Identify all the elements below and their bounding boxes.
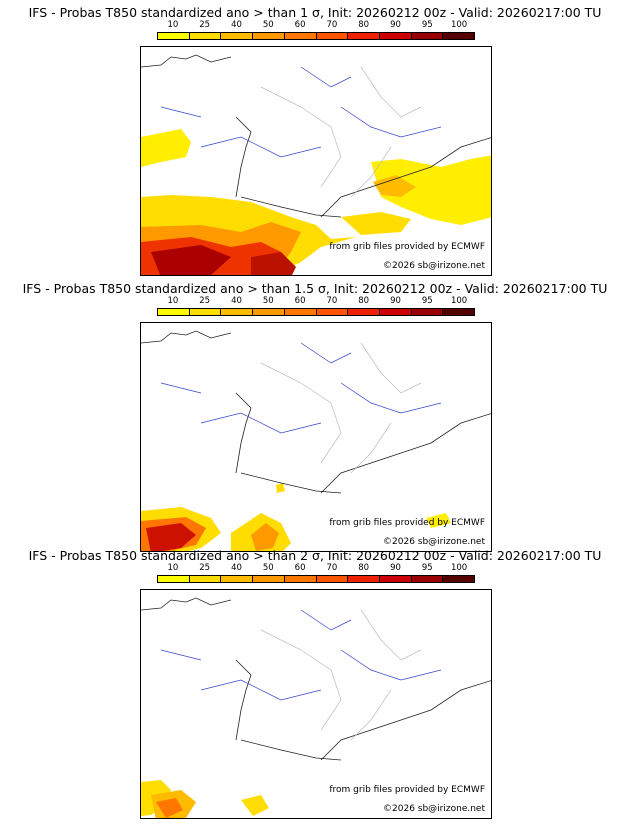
credit-copyright: ©2026 sb@irizone.net — [383, 804, 485, 814]
colorbar-tick-60: 60 — [294, 563, 306, 573]
colorbar-segment-60 — [284, 309, 317, 315]
colorbar-segment-70 — [316, 309, 349, 315]
colorbar-tick-90: 90 — [390, 296, 401, 306]
colorbar-segment-50 — [253, 309, 285, 315]
colorbar-segment-70 — [316, 576, 349, 582]
colorbar-ticks: 10 25 40 50 60 70 80 90 95 100 — [157, 296, 475, 306]
colorbar-tick-70: 70 — [326, 296, 338, 306]
colorbar-segment-50 — [253, 33, 285, 39]
colorbar-segment-100 — [443, 576, 475, 582]
map-graphic — [141, 330, 491, 551]
panel-title: IFS - Probas T850 standardized ano > tha… — [28, 5, 602, 20]
colorbar-segment-25 — [189, 309, 222, 315]
colorbar-tick-25: 25 — [199, 20, 211, 30]
colorbar-segment-60 — [284, 33, 317, 39]
colorbar-ticks: 10 25 40 50 60 70 80 90 95 100 — [157, 563, 475, 573]
colorbar — [157, 32, 475, 40]
colorbar-segment-90 — [379, 309, 412, 315]
colorbar-segment-25 — [189, 33, 222, 39]
colorbar-segment-40 — [221, 33, 254, 39]
colorbar-tick-60: 60 — [294, 20, 306, 30]
credit-source: from grib files provided by ECMWF — [329, 242, 485, 252]
colorbar-tick-95: 95 — [421, 296, 433, 306]
colorbar-tick-25: 25 — [199, 296, 211, 306]
colorbar-tick-70: 70 — [326, 20, 338, 30]
colorbar — [157, 308, 475, 316]
colorbar-tick-95: 95 — [421, 563, 433, 573]
colorbar-tick-80: 80 — [358, 563, 370, 573]
colorbar-segment-40 — [221, 309, 254, 315]
colorbar-tick-50: 50 — [262, 20, 274, 30]
colorbar-tick-10: 10 — [167, 20, 179, 30]
colorbar-segment-90 — [379, 576, 412, 582]
colorbar-tick-50: 50 — [262, 296, 274, 306]
colorbar-tick-40: 40 — [231, 563, 242, 573]
colorbar-segment-95 — [411, 576, 444, 582]
probability-map: from grib files provided by ECMWF ©2026 … — [140, 589, 492, 819]
credit-copyright: ©2026 sb@irizone.net — [383, 537, 485, 547]
colorbar-ticks: 10 25 40 50 60 70 80 90 95 100 — [157, 20, 475, 30]
credit-copyright: ©2026 sb@irizone.net — [383, 261, 485, 271]
probability-map: from grib files provided by ECMWF ©2026 … — [140, 46, 492, 276]
colorbar-segment-10 — [158, 33, 190, 39]
colorbar-tick-90: 90 — [390, 20, 401, 30]
colorbar-segment-60 — [284, 576, 317, 582]
colorbar-segment-95 — [411, 309, 444, 315]
colorbar-tick-50: 50 — [262, 563, 274, 573]
credit-source: from grib files provided by ECMWF — [329, 785, 485, 795]
probability-map: from grib files provided by ECMWF ©2026 … — [140, 322, 492, 552]
panel-title: IFS - Probas T850 standardized ano > tha… — [22, 281, 608, 296]
colorbar-tick-40: 40 — [231, 20, 242, 30]
colorbar-tick-95: 95 — [421, 20, 433, 30]
colorbar-segment-50 — [253, 576, 285, 582]
colorbar-tick-25: 25 — [199, 563, 211, 573]
colorbar-segment-25 — [189, 576, 222, 582]
colorbar-segment-10 — [158, 576, 190, 582]
colorbar-tick-100: 100 — [450, 20, 468, 30]
colorbar-segment-90 — [379, 33, 412, 39]
colorbar-segment-80 — [348, 33, 380, 39]
colorbar-segment-80 — [348, 576, 380, 582]
colorbar-tick-10: 10 — [167, 296, 179, 306]
colorbar-segment-10 — [158, 309, 190, 315]
colorbar-segment-70 — [316, 33, 349, 39]
panel-title: IFS - Probas T850 standardized ano > tha… — [28, 548, 602, 563]
colorbar-tick-40: 40 — [231, 296, 242, 306]
colorbar-segment-100 — [443, 33, 475, 39]
colorbar-tick-100: 100 — [450, 563, 468, 573]
map-graphic — [141, 597, 491, 818]
colorbar-tick-80: 80 — [358, 296, 370, 306]
colorbar-tick-100: 100 — [450, 296, 468, 306]
colorbar-tick-80: 80 — [358, 20, 370, 30]
colorbar-tick-60: 60 — [294, 296, 306, 306]
colorbar-tick-70: 70 — [326, 563, 338, 573]
colorbar — [157, 575, 475, 583]
colorbar-segment-80 — [348, 309, 380, 315]
colorbar-segment-100 — [443, 309, 475, 315]
colorbar-segment-95 — [411, 33, 444, 39]
colorbar-tick-90: 90 — [390, 563, 401, 573]
colorbar-segment-40 — [221, 576, 254, 582]
map-graphic — [141, 54, 491, 275]
credit-source: from grib files provided by ECMWF — [329, 518, 485, 528]
colorbar-tick-10: 10 — [167, 563, 179, 573]
